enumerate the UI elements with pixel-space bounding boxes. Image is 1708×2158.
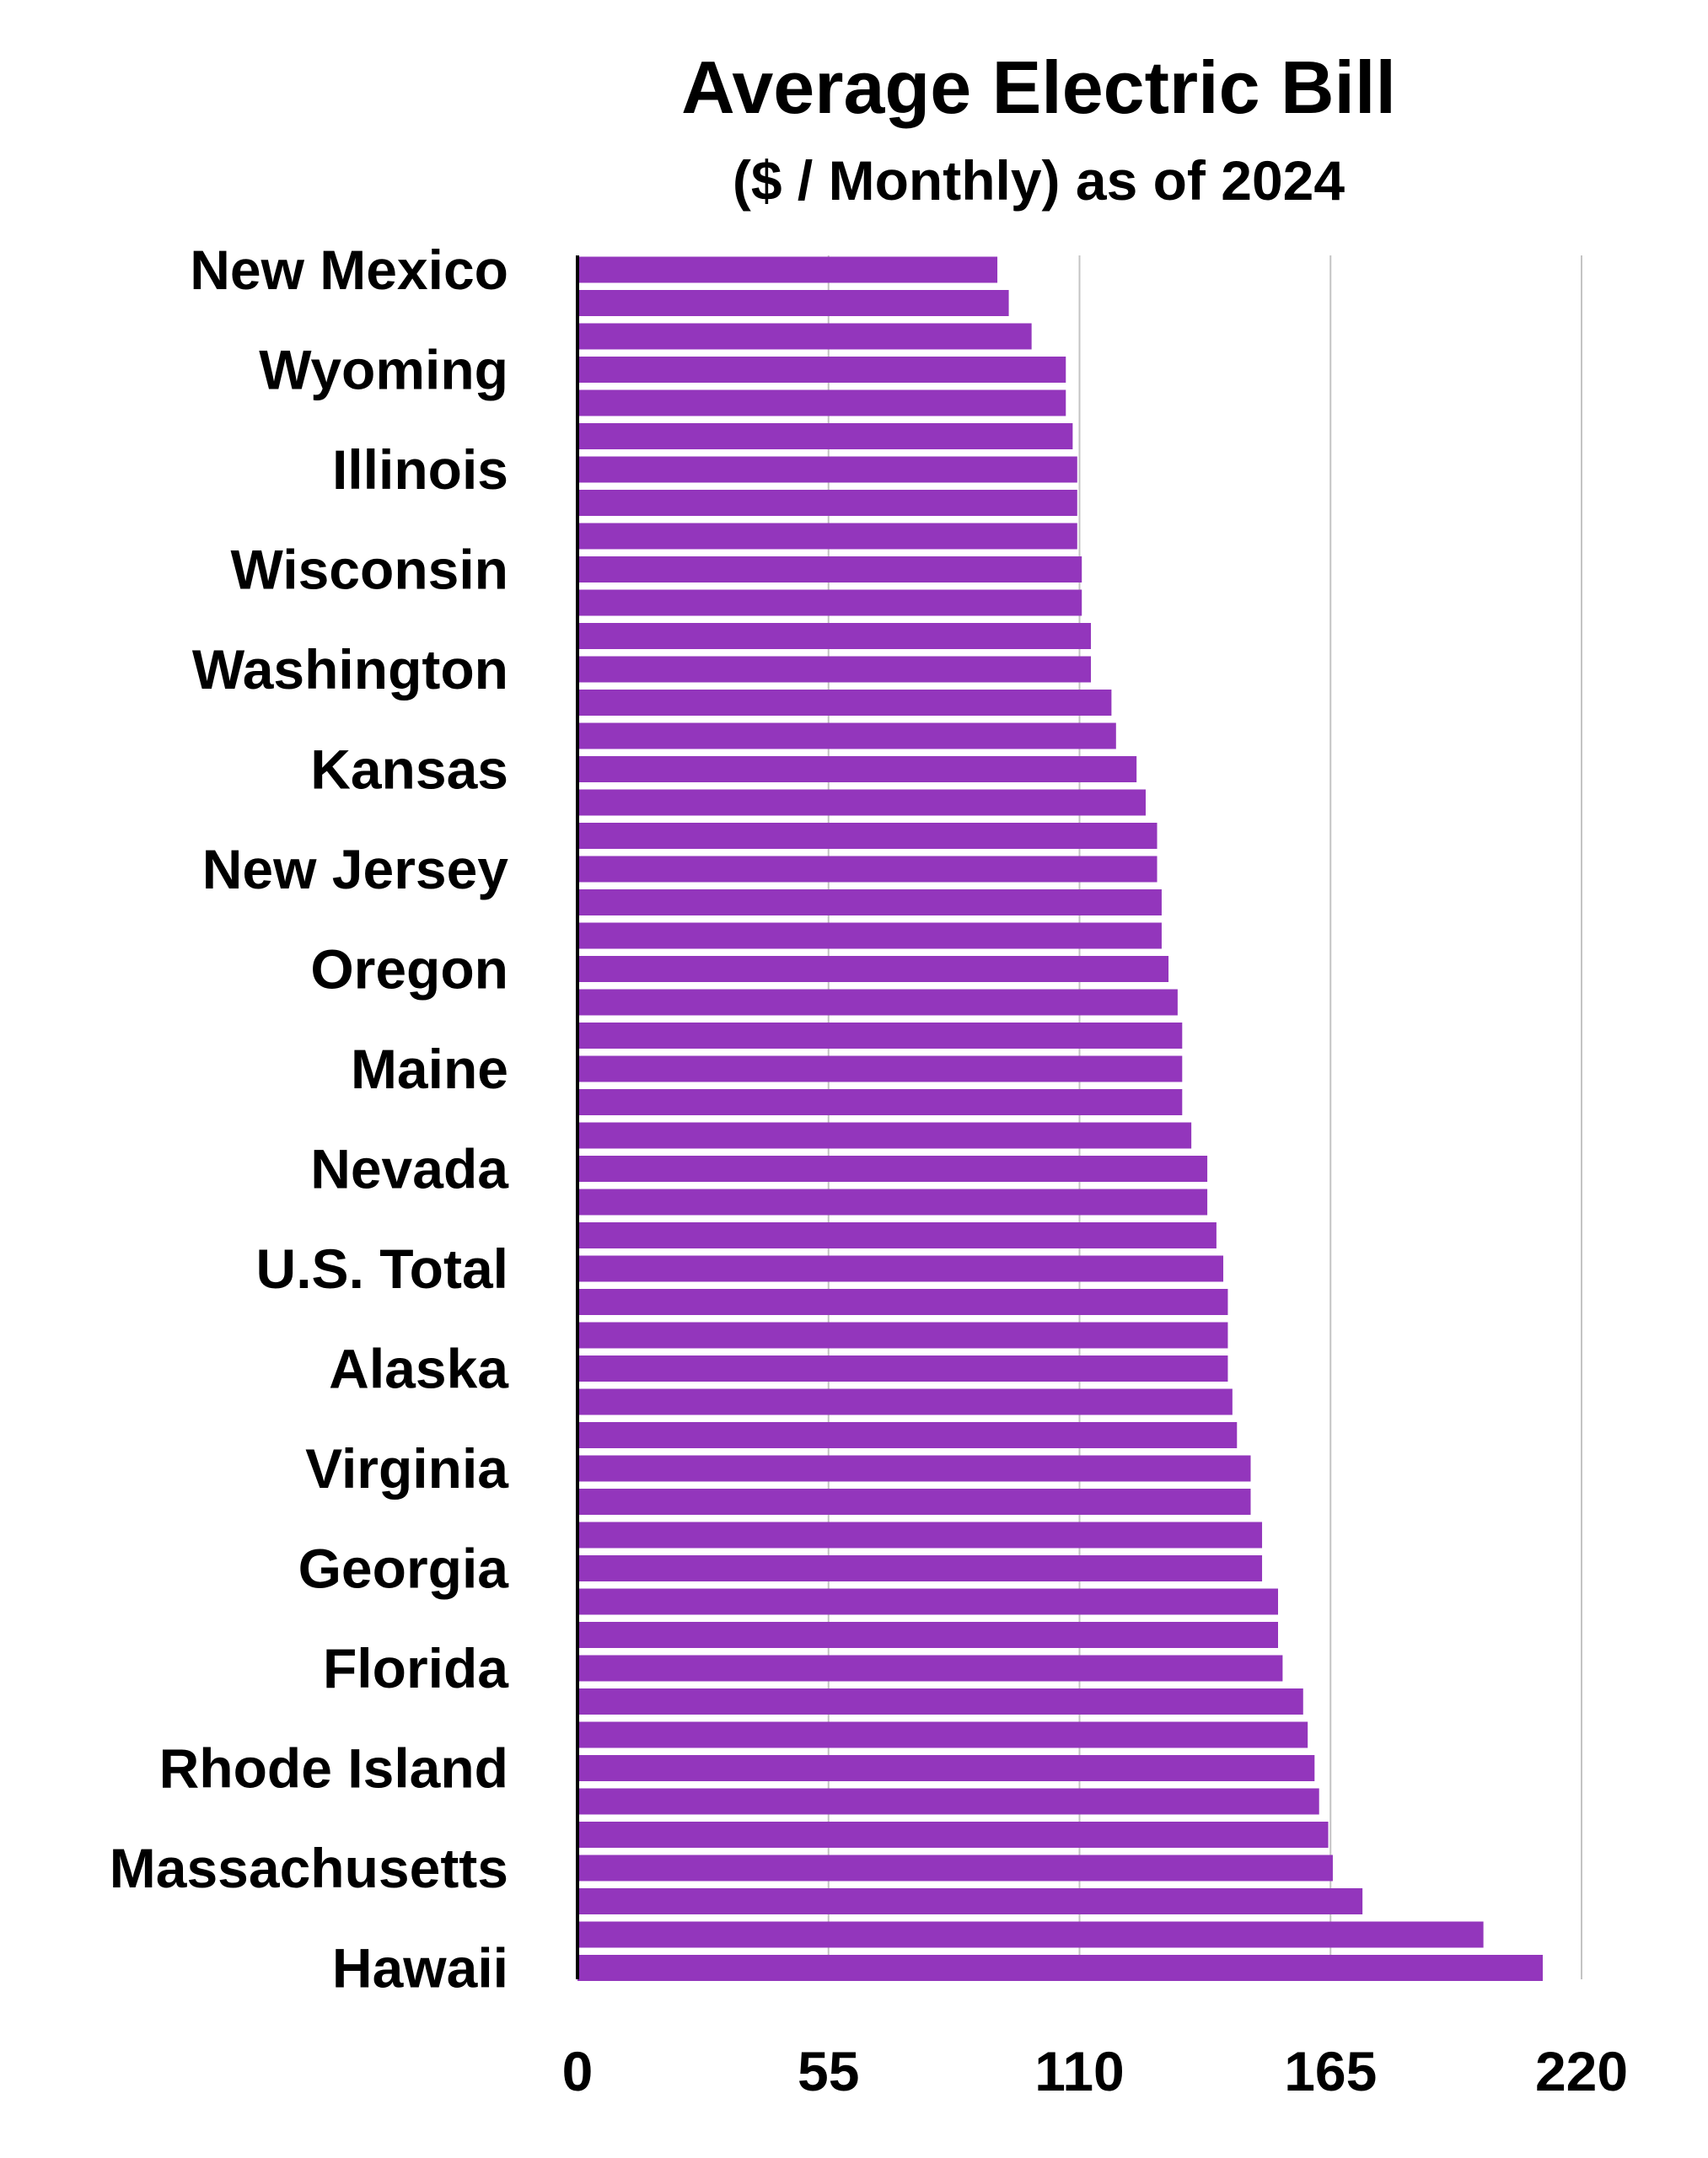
- bar: [577, 1755, 1315, 1781]
- bar: [577, 1721, 1308, 1748]
- bar: [577, 1688, 1303, 1715]
- category-label: Washington: [192, 638, 508, 701]
- bar: [577, 423, 1073, 449]
- category-labels: New Mexico Wyoming Illinois Wisconsin Washin…: [110, 239, 510, 2000]
- bar: [577, 789, 1146, 816]
- bar: [577, 1489, 1251, 1515]
- bar: [577, 1522, 1263, 1549]
- bar: [577, 1955, 1543, 1981]
- bar: [577, 1555, 1263, 1581]
- category-label: Oregon: [310, 938, 508, 1001]
- x-tick-label: 0: [562, 2040, 594, 2102]
- bar: [577, 1822, 1329, 1848]
- bar: [577, 1189, 1208, 1216]
- category-label: U.S. Total: [256, 1237, 508, 1300]
- bar: [577, 357, 1066, 383]
- chart-title: Average Electric Bill: [681, 46, 1396, 129]
- bar: [577, 456, 1077, 483]
- bar: [577, 589, 1082, 616]
- bar: [577, 656, 1092, 683]
- category-label: Nevada: [310, 1138, 509, 1200]
- bar: [577, 323, 1032, 350]
- category-label: New Mexico: [190, 239, 508, 301]
- bar: [577, 490, 1077, 516]
- bar: [577, 1055, 1183, 1082]
- bar: [577, 1122, 1192, 1149]
- bar: [577, 1788, 1319, 1815]
- bar: [577, 1588, 1278, 1615]
- x-tick-label: 55: [798, 2040, 859, 2102]
- bar: [577, 1622, 1278, 1648]
- bar: [577, 1289, 1228, 1315]
- bar: [577, 889, 1162, 915]
- bar: [577, 823, 1157, 849]
- bar: [577, 1089, 1183, 1115]
- bar: [577, 1355, 1228, 1382]
- x-tick-label: 110: [1034, 2040, 1124, 2102]
- bar: [577, 1655, 1283, 1682]
- category-label: Rhode Island: [159, 1737, 508, 1800]
- category-label: Georgia: [298, 1538, 510, 1600]
- chart-subtitle: ($ / Monthly) as of 2024: [733, 149, 1345, 212]
- bar: [577, 1921, 1484, 1948]
- bar: [577, 623, 1092, 649]
- category-label: Virginia: [305, 1437, 509, 1500]
- x-tick-labels: 0 55 110 165 220: [562, 2040, 1628, 2102]
- category-label: Wyoming: [259, 339, 508, 401]
- bar: [577, 722, 1116, 749]
- category-label: Illinois: [332, 438, 508, 501]
- bar: [577, 1322, 1228, 1349]
- bar: [577, 523, 1077, 550]
- bar: [577, 856, 1157, 883]
- category-label: Florida: [323, 1637, 509, 1699]
- category-label: Maine: [351, 1038, 508, 1100]
- bar: [577, 1255, 1224, 1282]
- bar: [577, 1855, 1333, 1882]
- bar: [577, 1156, 1208, 1182]
- category-label: New Jersey: [202, 838, 509, 900]
- bar: [577, 556, 1082, 582]
- category-label: Kansas: [310, 738, 508, 801]
- bar: [577, 756, 1137, 782]
- category-label: Hawaii: [332, 1937, 508, 2000]
- bar: [577, 290, 1009, 316]
- category-label: Massachusetts: [110, 1837, 508, 1899]
- bar: [577, 1023, 1183, 1049]
- bar: [577, 1422, 1238, 1448]
- bar: [577, 690, 1112, 716]
- category-label: Wisconsin: [231, 539, 508, 601]
- bar: [577, 989, 1178, 1016]
- x-tick-label: 165: [1284, 2040, 1377, 2102]
- bar: [577, 956, 1169, 982]
- bar: [577, 389, 1066, 416]
- bar: [577, 1455, 1251, 1482]
- bar: [577, 1222, 1217, 1248]
- bar: [577, 922, 1162, 949]
- x-tick-label: 220: [1535, 2040, 1628, 2102]
- bars: [577, 256, 1543, 1981]
- category-label: Alaska: [329, 1338, 509, 1400]
- bar: [577, 1388, 1233, 1415]
- bar: [577, 1888, 1363, 1914]
- bar: [577, 256, 998, 283]
